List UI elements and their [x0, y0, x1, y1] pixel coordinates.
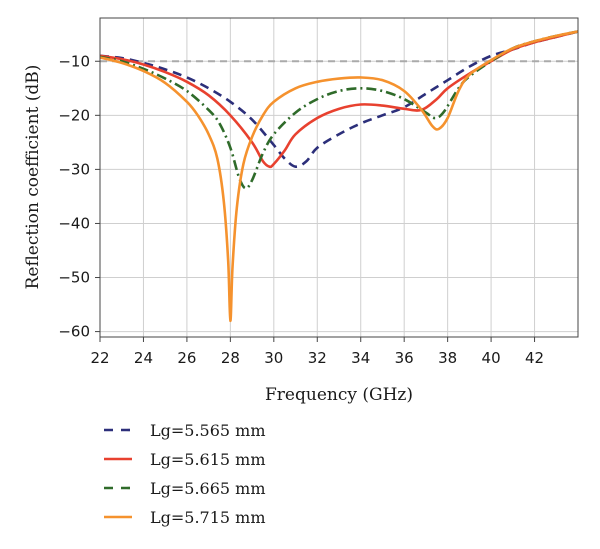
y-tick-label: −20 [58, 106, 90, 124]
series-lines [99, 30, 579, 323]
x-tick-label: 36 [395, 349, 414, 367]
x-tick-label: 34 [351, 349, 370, 367]
y-tick-label: −10 [58, 52, 90, 70]
x-tick-label: 26 [177, 349, 196, 367]
y-tick-label: −30 [58, 160, 90, 178]
x-axis-ticks: 22 24 26 28 30 32 34 36 38 40 42 [90, 337, 544, 367]
x-tick-label: 38 [438, 349, 457, 367]
x-tick-label: 40 [482, 349, 501, 367]
y-tick-label: −40 [58, 214, 90, 232]
x-tick-label: 24 [134, 349, 153, 367]
x-axis-label: Frequency (GHz) [265, 385, 413, 405]
series-line-3 [99, 30, 579, 190]
grid [99, 18, 578, 337]
legend-label-1: Lg=5.565 mm [150, 421, 266, 440]
x-tick-label: 28 [221, 349, 240, 367]
legend-label-3: Lg=5.665 mm [150, 479, 266, 498]
x-tick-label: 22 [90, 349, 109, 367]
y-axis-ticks: −60 −50 −40 −30 −20 −10 [58, 52, 100, 341]
plot-area [100, 18, 578, 337]
series-line-4 [99, 30, 579, 323]
x-tick-label: 42 [525, 349, 544, 367]
x-tick-label: 30 [264, 349, 283, 367]
legend: Lg=5.565 mm Lg=5.615 mm Lg=5.665 mm Lg=5.71… [104, 421, 266, 527]
x-tick-label: 32 [308, 349, 327, 367]
legend-label-2: Lg=5.615 mm [150, 450, 266, 469]
plot-frame [99, 17, 579, 338]
y-tick-label: −60 [58, 323, 90, 341]
y-tick-label: −50 [58, 269, 90, 287]
y-axis-label: Reflection coefficient (dB) [23, 65, 43, 290]
legend-label-4: Lg=5.715 mm [150, 508, 266, 527]
series-line-1 [99, 30, 579, 169]
